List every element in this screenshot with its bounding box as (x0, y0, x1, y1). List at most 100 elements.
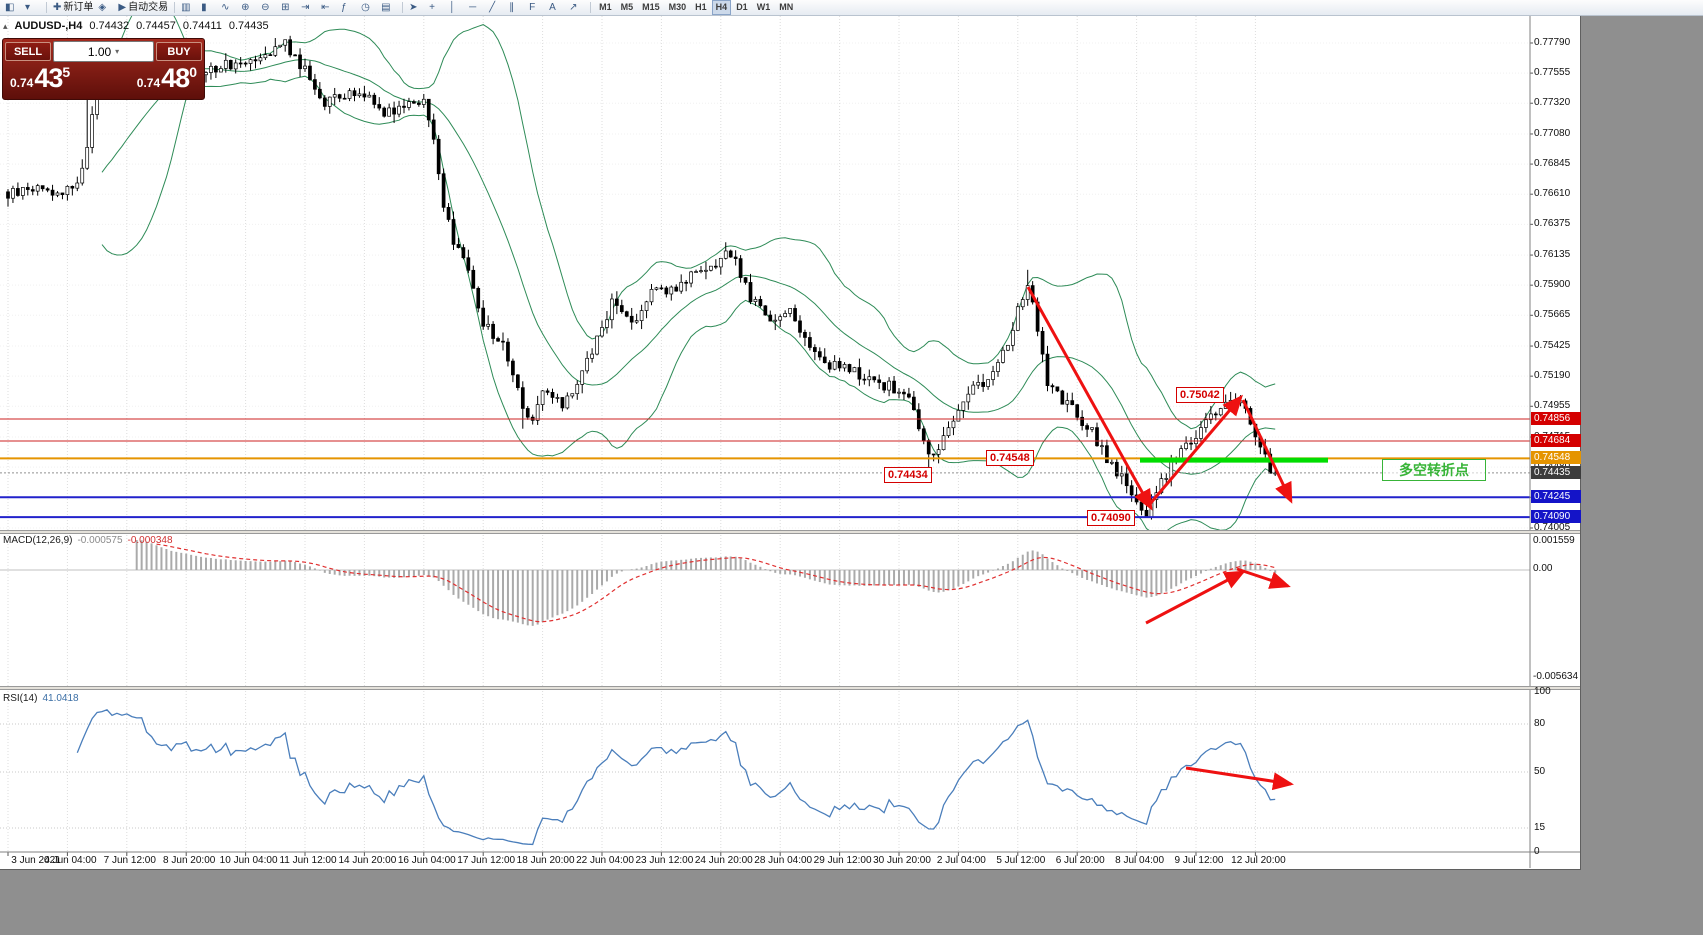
volume-dropdown-icon[interactable]: ▾ (115, 47, 120, 56)
collapse-panel-icon[interactable]: ▴ (3, 20, 8, 31)
trendline-icon[interactable]: ╱ (487, 1, 506, 15)
timeframe-button-h1[interactable]: H1 (695, 2, 707, 12)
trend-arrows-layer (1026, 286, 1294, 791)
timeframe-button-m30[interactable]: M30 (668, 2, 687, 12)
chart-canvas[interactable] (0, 16, 1580, 868)
timeframe-button-m15[interactable]: M15 (642, 2, 660, 12)
price-label-object[interactable]: 0.75042 (1176, 387, 1224, 403)
candle-body (392, 107, 396, 115)
trend-arrow[interactable] (1185, 766, 1294, 791)
trend-arrow[interactable] (1236, 567, 1291, 589)
sell-button[interactable]: SELL (5, 42, 51, 61)
candle-body (689, 271, 693, 284)
rsi-scale-label: 0 (1534, 846, 1540, 857)
cursor-icon[interactable]: ➤ (407, 1, 426, 15)
buy-button[interactable]: BUY (156, 42, 202, 61)
price-label-object[interactable]: 0.74090 (1087, 510, 1135, 526)
candle-body (431, 119, 436, 140)
price-tag-0.74435: 0.74435 (1531, 465, 1581, 479)
candle-body (219, 68, 223, 73)
candle-body (288, 39, 292, 56)
timeframe-button-m5[interactable]: M5 (620, 2, 634, 12)
trend-arrow[interactable] (1026, 286, 1153, 511)
timeframe-button-mn[interactable]: MN (779, 2, 794, 12)
panel-separator[interactable] (0, 530, 1580, 534)
y-axis-tick-label: 0.75425 (1534, 340, 1571, 352)
candle-body (1208, 413, 1213, 421)
candlestick-chart-icon[interactable]: ▮ (199, 1, 218, 15)
candle-body (228, 59, 233, 70)
autotrade-button[interactable]: ▶ 自动交易 (116, 1, 170, 15)
candle-body (639, 310, 644, 321)
templates-icon[interactable]: ▤ (379, 1, 398, 15)
zoom-in-icon[interactable]: ⊕ (239, 1, 258, 15)
candle-body (402, 105, 406, 108)
fibonacci-icon[interactable]: F (527, 1, 546, 15)
candle-body (238, 62, 243, 65)
chart-shift-icon[interactable]: ⇤ (319, 1, 338, 15)
horizontal-line-icon[interactable]: ─ (467, 1, 486, 15)
trend-arrow[interactable] (1145, 570, 1246, 625)
line-chart-icon: ∿ (221, 1, 230, 13)
bar-chart-icon[interactable]: ▥ (179, 1, 198, 15)
price-tag-0.74548: 0.74548 (1531, 451, 1581, 465)
trend-arrow[interactable] (1241, 399, 1293, 504)
fibonacci-icon: F (529, 1, 536, 13)
candle-body (426, 98, 431, 121)
candle-body (55, 192, 60, 196)
window-list-dropdown-icon[interactable]: ▾ (23, 1, 42, 15)
metaeditor-icon: ◈ (98, 1, 107, 13)
chart-window-audusd-h4[interactable]: ▴ AUDUSD-,H4 0.74432 0.74457 0.74411 0.7… (0, 16, 1581, 870)
candle-body (624, 311, 629, 317)
panel-separator[interactable] (0, 686, 1580, 690)
zoom-in-icon: ⊕ (241, 1, 250, 13)
candle-body (451, 219, 456, 245)
candle-body (610, 298, 614, 321)
candle-body (684, 281, 689, 284)
trend-arrow[interactable] (1147, 394, 1243, 506)
autotrade-button: ▶ (118, 1, 127, 13)
ask-price[interactable]: 0.74480 (137, 63, 197, 94)
timeframe-button-w1[interactable]: W1 (756, 2, 771, 12)
candle-body (669, 286, 674, 295)
new-order-button[interactable]: ✚ 新订单 (51, 1, 95, 15)
price-label-object[interactable]: 0.74548 (986, 450, 1034, 466)
candle-body (768, 314, 773, 322)
timeframe-button-m1[interactable]: M1 (599, 2, 612, 12)
indicators-icon[interactable]: ƒ (339, 1, 358, 15)
crosshair-icon[interactable]: + (427, 1, 446, 15)
rsi-scale-label: 100 (1534, 686, 1551, 697)
candle-body (560, 397, 565, 409)
tile-windows-icon[interactable]: ⊞ (279, 1, 298, 15)
line-chart-icon[interactable]: ∿ (219, 1, 238, 15)
candle-body (1045, 353, 1050, 386)
candle-body (842, 364, 847, 369)
candle-body (90, 114, 95, 148)
timeframe-button-h4[interactable]: H4 (711, 0, 732, 15)
candle-body (278, 44, 283, 48)
bid-pip-digit: 5 (62, 64, 71, 80)
bollinger-middle-band (101, 58, 1276, 475)
auto-scroll-icon[interactable]: ⇥ (299, 1, 318, 15)
timeframe-button-d1[interactable]: D1 (736, 2, 748, 12)
channel-icon[interactable]: ∥ (507, 1, 526, 15)
price-label-object[interactable]: 0.74434 (884, 467, 932, 483)
periods-icon[interactable]: ◷ (359, 1, 378, 15)
chart-shift-icon: ⇤ (321, 1, 330, 13)
x-axis-label: 18 Jun 20:00 (516, 855, 575, 866)
candle-body (694, 271, 698, 273)
bid-price[interactable]: 0.74435 (10, 63, 70, 94)
zoom-out-icon[interactable]: ⊖ (259, 1, 278, 15)
candle-body (1070, 400, 1075, 406)
candle-body (907, 393, 911, 398)
vertical-line-icon[interactable]: │ (447, 1, 466, 15)
chart-window-icon[interactable]: ◧ (3, 1, 22, 15)
candle-body (704, 269, 708, 272)
arrows-icon[interactable]: ↗ (567, 1, 586, 15)
candle-body (16, 188, 20, 196)
turning-point-note-box[interactable]: 多空转折点 (1382, 459, 1486, 481)
y-axis-tick-label: 0.75900 (1534, 279, 1571, 291)
volume-input[interactable]: 1.00 ▾ (53, 41, 154, 62)
text-icon[interactable]: A (547, 1, 566, 15)
metaeditor-icon[interactable]: ◈ (96, 1, 115, 15)
